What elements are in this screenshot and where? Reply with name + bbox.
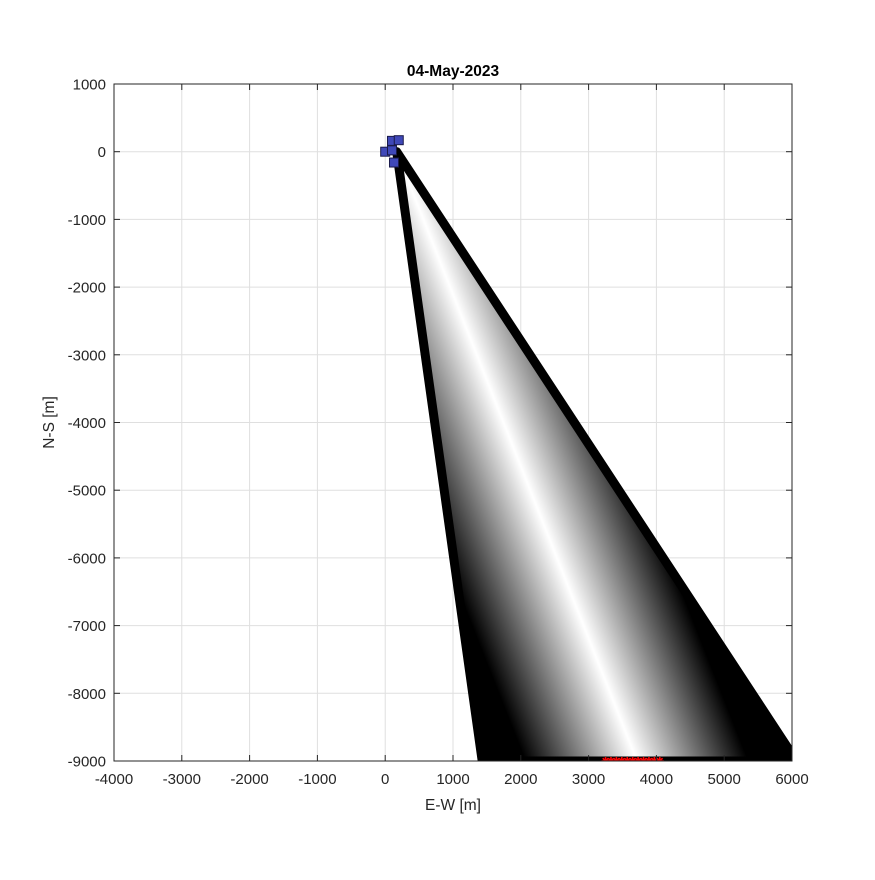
x-tick-label: 6000 (775, 771, 808, 788)
asterisk-stroke (623, 757, 629, 761)
x-tick-label: 2000 (504, 771, 537, 788)
y-tick-label: -3000 (68, 347, 106, 364)
asterisk-marker (623, 757, 632, 761)
x-tick-label: 4000 (640, 771, 673, 788)
asterisk-marker (644, 757, 653, 761)
y-tick-label: -6000 (68, 550, 106, 567)
asterisk-marker (628, 757, 637, 761)
asterisk-stroke (656, 757, 661, 761)
asterisk-marker (634, 757, 643, 761)
asterisk-stroke (615, 757, 620, 761)
asterisk-stroke (613, 757, 618, 761)
asterisk-marker (655, 757, 664, 761)
asterisk-stroke (640, 757, 645, 761)
plume-wedge (392, 147, 792, 761)
y-tick-label: 1000 (73, 77, 106, 94)
asterisk-stroke (604, 757, 609, 761)
asterisk-stroke (636, 757, 642, 761)
x-axis-label: E-W [m] (425, 797, 481, 814)
x-tick-label: 5000 (708, 771, 741, 788)
asterisk-stroke (609, 757, 615, 761)
y-tick-label: -2000 (68, 280, 106, 297)
asterisk-stroke (658, 757, 664, 761)
x-tick-label: -2000 (230, 771, 268, 788)
y-tick-label: -4000 (68, 415, 106, 432)
x-tick-label: -3000 (163, 771, 201, 788)
chart-title: 04-May-2023 (407, 63, 500, 80)
asterisk-marker (639, 757, 648, 761)
asterisk-marker (606, 757, 615, 761)
asterisk-stroke (607, 757, 613, 761)
square-marker (393, 135, 404, 146)
asterisk-stroke (629, 757, 634, 761)
plot-content (380, 135, 792, 761)
x-tick-label: 1000 (436, 771, 469, 788)
x-tick-label: 3000 (572, 771, 605, 788)
square-marker (386, 145, 397, 156)
y-tick-label: -9000 (68, 754, 106, 771)
asterisk-stroke (634, 757, 640, 761)
asterisk-marker (601, 757, 610, 761)
y-tick-label: -8000 (68, 686, 106, 703)
x-tick-label: -4000 (95, 771, 133, 788)
y-tick-label: -7000 (68, 618, 106, 635)
x-tick-label: 0 (381, 771, 389, 788)
asterisk-stroke (626, 757, 631, 761)
square-marker (389, 157, 400, 168)
asterisk-stroke (618, 757, 623, 761)
ticks: -4000 -3000 -2000 -1000 0 1000 2000 3000 4000 500… (68, 77, 809, 789)
y-axis-label: N-S [m] (41, 396, 58, 449)
asterisk-marker (617, 757, 626, 761)
y-tick-label: -5000 (68, 483, 106, 500)
y-tick-label: 0 (98, 144, 106, 161)
asterisk-stroke (642, 757, 647, 761)
asterisk-stroke (647, 757, 653, 761)
asterisk-stroke (651, 757, 656, 761)
x-tick-label: -1000 (298, 771, 336, 788)
y-tick-label: -1000 (68, 212, 106, 229)
asterisk-stroke (645, 757, 651, 761)
asterisk-marker (612, 757, 621, 761)
asterisk-stroke (631, 757, 637, 761)
asterisk-stroke (620, 757, 626, 761)
asterisk-stroke (602, 757, 607, 761)
